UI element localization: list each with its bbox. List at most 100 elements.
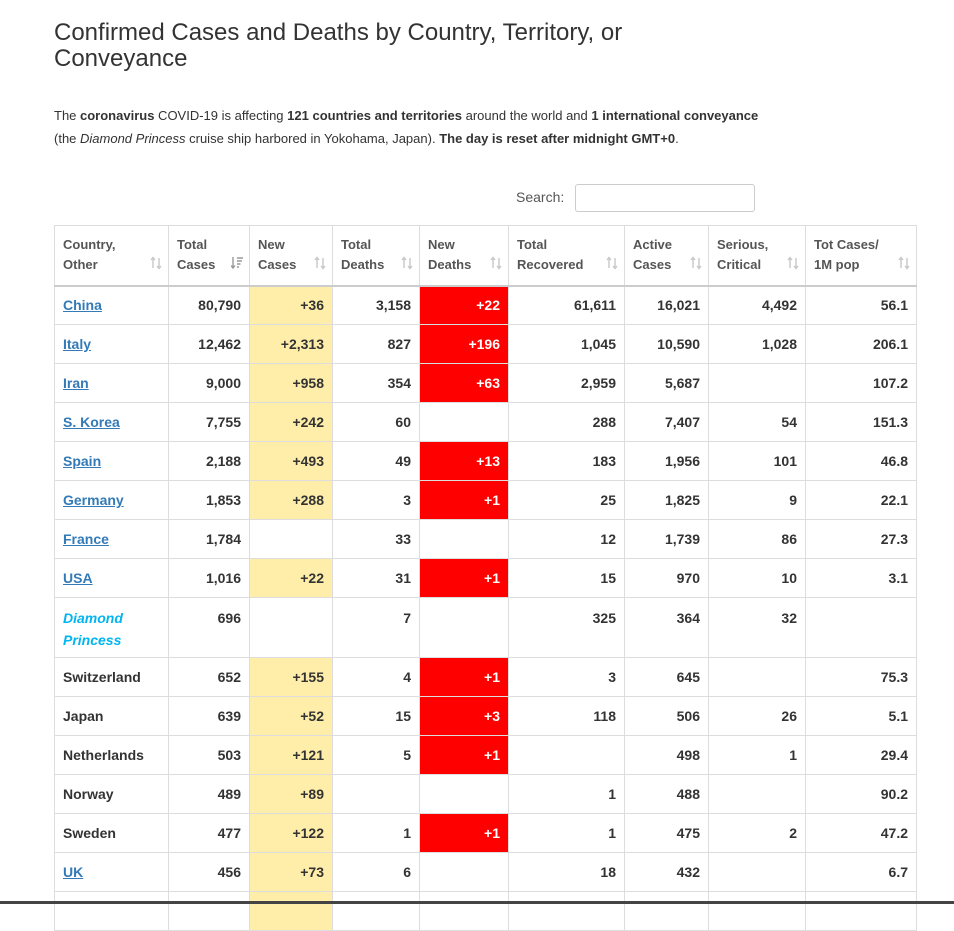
table-row: Switzerland 652 +155 4 +1 3 645 75.3 <box>54 657 917 697</box>
cell-per-million: 56.1 <box>805 285 917 325</box>
table-row: Netherlands 503 +121 5 +1 498 1 29.4 <box>54 735 917 775</box>
cell-per-million: 206.1 <box>805 324 917 364</box>
country-link[interactable]: France <box>63 531 109 547</box>
cell-new-deaths: +1 <box>419 558 509 598</box>
cases-table: Country, Other Total Cases New Cases Total Deat… <box>54 225 917 931</box>
cell-per-million: 46.8 <box>805 441 917 481</box>
cell-per-million: 27.3 <box>805 519 917 559</box>
column-header-total-deaths[interactable]: Total Deaths <box>332 225 420 287</box>
column-header-line1: New <box>258 237 285 253</box>
intro-text-1: The <box>54 108 81 123</box>
cell-total-recovered: 61,611 <box>508 285 625 325</box>
cell-active-cases: 432 <box>624 852 709 892</box>
cell-new-deaths: +13 <box>419 441 509 481</box>
sort-descending-icon <box>230 256 243 270</box>
country-link[interactable]: Iran <box>63 375 89 391</box>
column-header-new-cases[interactable]: New Cases <box>249 225 333 287</box>
cell-empty <box>419 891 509 931</box>
intro-bold-coronavirus: coronavirus <box>80 108 155 123</box>
cell-active-cases: 970 <box>624 558 709 598</box>
cell-active-cases: 1,956 <box>624 441 709 481</box>
cell-serious-critical: 26 <box>708 696 806 736</box>
intro-text-5: cruise ship harbored in Yokohama, Japan)… <box>185 131 440 146</box>
cell-serious-critical: 101 <box>708 441 806 481</box>
cell-new-cases: +36 <box>249 285 333 325</box>
cell-total-recovered: 118 <box>508 696 625 736</box>
cell-empty <box>508 891 625 931</box>
cell-per-million: 107.2 <box>805 363 917 403</box>
cell-per-million: 6.7 <box>805 852 917 892</box>
country-link[interactable]: Spain <box>63 453 102 469</box>
cell-active-cases: 5,687 <box>624 363 709 403</box>
cell-active-cases: 488 <box>624 774 709 814</box>
intro-bold-conveyance: 1 international conveyance <box>591 108 759 123</box>
table-row: Sweden 477 +122 1 +1 1 475 2 47.2 <box>54 813 917 853</box>
cell-empty <box>624 891 709 931</box>
cell-new-cases: +2,313 <box>249 324 333 364</box>
cell-new-deaths <box>419 402 509 442</box>
cell-total-recovered: 12 <box>508 519 625 559</box>
cell-country: Sweden <box>54 813 169 853</box>
cell-empty <box>805 891 917 931</box>
cell-country: Italy <box>54 324 169 364</box>
cell-empty <box>708 891 806 931</box>
column-header-country[interactable]: Country, Other <box>54 225 169 287</box>
cell-total-deaths: 31 <box>332 558 420 598</box>
search-label: Search: <box>516 189 565 205</box>
intro-text-6: . <box>675 131 679 146</box>
column-header-line2: Cases <box>177 257 216 273</box>
column-header-cases-per-million[interactable]: Tot Cases/1M pop <box>805 225 917 287</box>
cell-total-deaths: 1 <box>332 813 420 853</box>
country-link[interactable]: USA <box>63 570 93 586</box>
intro-bold-countries: 121 countries and territories <box>287 108 462 123</box>
sort-arrows-icon <box>787 256 799 270</box>
cell-total-deaths: 827 <box>332 324 420 364</box>
cell-new-cases: +242 <box>249 402 333 442</box>
cell-serious-critical: 10 <box>708 558 806 598</box>
column-header-total-cases[interactable]: Total Cases <box>168 225 250 287</box>
cell-active-cases: 7,407 <box>624 402 709 442</box>
country-link[interactable]: UK <box>63 864 84 880</box>
column-header-active-cases[interactable]: Active Cases <box>624 225 709 287</box>
column-header-total-recovered[interactable]: Total Recovered <box>508 225 625 287</box>
column-header-line1: Active <box>633 237 673 253</box>
country-link[interactable]: S. Korea <box>63 414 120 430</box>
cell-new-cases: +155 <box>249 657 333 697</box>
column-header-line1: Total <box>517 237 548 253</box>
cell-new-cases: +121 <box>249 735 333 775</box>
table-row: Diamond Princess 696 7 325 364 32 <box>54 597 917 658</box>
country-link[interactable]: Germany <box>63 492 124 508</box>
table-row: UK 456 +73 6 18 432 6.7 <box>54 852 917 892</box>
cell-country: Iran <box>54 363 169 403</box>
table-row: USA 1,016 +22 31 +1 15 970 10 3.1 <box>54 558 917 598</box>
cell-country: Spain <box>54 441 169 481</box>
country-name: Netherlands <box>63 747 144 763</box>
country-link[interactable]: Italy <box>63 336 92 352</box>
cell-total-cases: 1,784 <box>168 519 250 559</box>
sort-arrows-icon <box>898 256 910 270</box>
cell-total-deaths: 15 <box>332 696 420 736</box>
column-header-serious-critical[interactable]: Serious, Critical <box>708 225 806 287</box>
cell-total-cases: 456 <box>168 852 250 892</box>
country-name: Japan <box>63 708 104 724</box>
search-input[interactable] <box>575 184 755 212</box>
country-link[interactable]: Diamond Princess <box>63 610 123 648</box>
cell-active-cases: 1,825 <box>624 480 709 520</box>
cell-serious-critical: 1 <box>708 735 806 775</box>
column-header-line2: Critical <box>717 257 762 273</box>
cell-active-cases: 498 <box>624 735 709 775</box>
cell-new-deaths: +22 <box>419 285 509 325</box>
column-header-new-deaths[interactable]: New Deaths <box>419 225 509 287</box>
cell-new-cases <box>249 597 333 658</box>
intro-paragraph: The coronavirus COVID-19 is affecting 12… <box>54 104 774 150</box>
cell-total-recovered: 325 <box>508 597 625 658</box>
cell-country: Diamond Princess <box>54 597 169 658</box>
cell-empty <box>168 891 250 931</box>
cell-country: USA <box>54 558 169 598</box>
country-link[interactable]: China <box>63 297 102 314</box>
cell-total-cases: 2,188 <box>168 441 250 481</box>
cell-total-recovered: 183 <box>508 441 625 481</box>
cell-country: China <box>54 285 169 325</box>
cell-new-deaths <box>419 774 509 814</box>
cell-serious-critical <box>708 852 806 892</box>
